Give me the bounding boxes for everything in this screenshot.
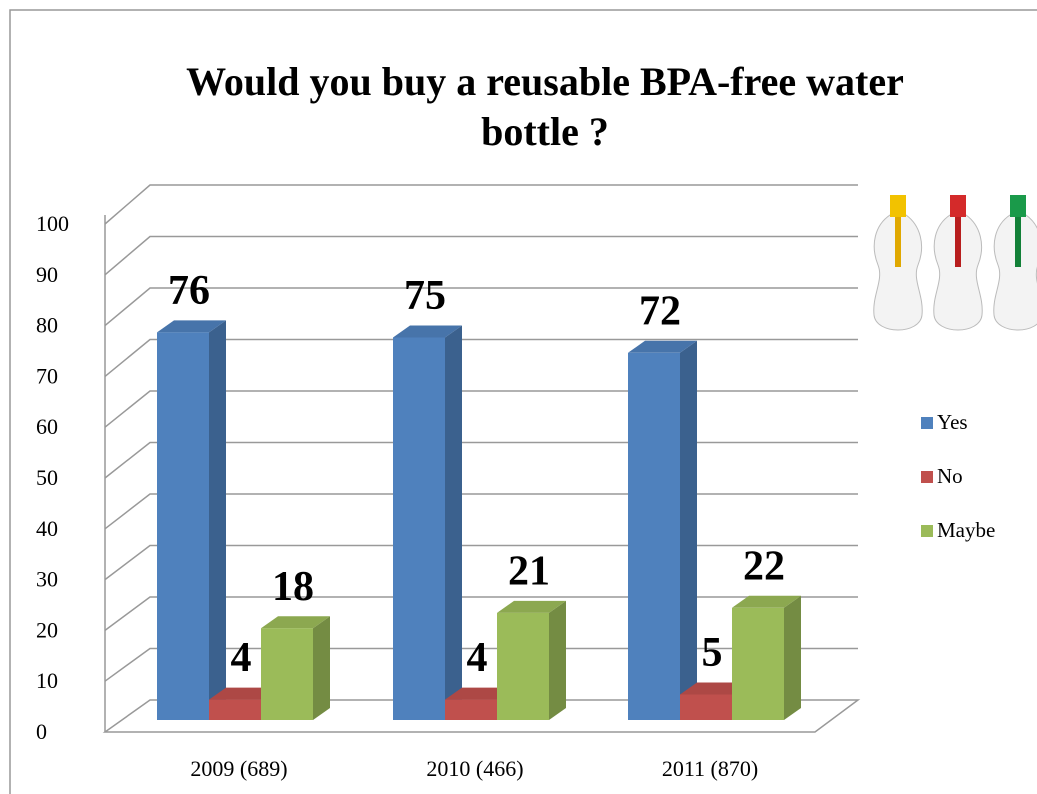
value-label: 72 bbox=[639, 288, 681, 334]
bar-front bbox=[497, 612, 549, 720]
bottle-image bbox=[873, 195, 1037, 331]
bar-front bbox=[261, 628, 313, 720]
bar-side bbox=[445, 325, 462, 720]
chart-title-line2: bottle ? bbox=[481, 109, 609, 154]
y-tick-label: 80 bbox=[36, 313, 58, 338]
x-tick-label: 2011 (870) bbox=[662, 756, 758, 781]
bar-top bbox=[209, 687, 278, 700]
bar-front bbox=[393, 337, 445, 720]
bar-top bbox=[445, 687, 514, 700]
y-tick-label: 10 bbox=[36, 668, 58, 693]
value-label: 4 bbox=[467, 635, 488, 681]
bottle bbox=[933, 195, 983, 331]
chart-title: Would you buy a reusable BPA-free water bbox=[186, 59, 904, 104]
bar-front bbox=[732, 607, 784, 720]
bar-top bbox=[261, 616, 330, 629]
bar-top bbox=[680, 682, 749, 695]
grid-line bbox=[104, 184, 858, 225]
bar bbox=[497, 600, 566, 720]
y-tick-label: 40 bbox=[36, 516, 58, 541]
grid-line bbox=[104, 596, 858, 632]
value-label: 4 bbox=[231, 635, 252, 681]
value-label: 75 bbox=[404, 273, 446, 319]
bar-top bbox=[732, 595, 801, 608]
bar-front bbox=[445, 699, 497, 720]
value-label: 18 bbox=[272, 564, 314, 610]
title-line: bottle ? bbox=[481, 109, 609, 154]
bar-front bbox=[157, 332, 209, 720]
bottle bbox=[993, 195, 1037, 331]
legend-label: No bbox=[937, 464, 963, 488]
legend-label: Maybe bbox=[937, 518, 995, 542]
y-tick-label: 60 bbox=[36, 414, 58, 439]
value-label: 76 bbox=[168, 268, 210, 314]
grid-line bbox=[104, 235, 858, 276]
y-tick-label: 50 bbox=[36, 465, 58, 490]
legend-label: Yes bbox=[937, 410, 968, 434]
bar-front bbox=[628, 352, 680, 720]
bar bbox=[393, 325, 462, 720]
bar bbox=[628, 340, 697, 720]
bar bbox=[157, 320, 226, 720]
bar-top bbox=[497, 600, 566, 613]
value-label: 21 bbox=[508, 549, 550, 595]
value-label: 22 bbox=[743, 543, 785, 589]
grid-line bbox=[104, 390, 858, 428]
bar bbox=[732, 595, 801, 720]
legend-swatch bbox=[921, 471, 933, 483]
grid-line bbox=[104, 287, 858, 327]
bottle bbox=[873, 195, 923, 331]
y-tick-label: 20 bbox=[36, 617, 58, 642]
y-tick-label: 30 bbox=[36, 567, 58, 592]
bar-side bbox=[680, 340, 697, 720]
grid-line bbox=[104, 544, 858, 581]
value-label: 5 bbox=[702, 630, 723, 676]
bar-top bbox=[157, 320, 226, 333]
bar-side bbox=[209, 320, 226, 720]
y-tick-label: 100 bbox=[36, 211, 69, 236]
y-tick-label: 70 bbox=[36, 363, 58, 388]
bar-top bbox=[393, 325, 462, 338]
y-tick-label: 90 bbox=[36, 262, 58, 287]
x-tick-label: 2010 (466) bbox=[426, 756, 523, 781]
grid-line bbox=[104, 441, 858, 479]
bar-side bbox=[784, 595, 801, 720]
bar-side bbox=[549, 600, 566, 720]
grid-line bbox=[104, 493, 858, 530]
grid-line bbox=[104, 338, 858, 377]
title-line: Would you buy a reusable BPA-free water bbox=[186, 59, 904, 104]
bar-top bbox=[628, 340, 697, 353]
legend-swatch bbox=[921, 525, 933, 537]
x-tick-label: 2009 (689) bbox=[190, 756, 287, 781]
grid-line bbox=[104, 647, 858, 682]
y-tick-label: 0 bbox=[36, 719, 47, 744]
legend-swatch bbox=[921, 417, 933, 429]
bar-front bbox=[209, 699, 261, 720]
bar bbox=[261, 616, 330, 720]
bar-front bbox=[680, 694, 732, 720]
bar-side bbox=[313, 616, 330, 720]
